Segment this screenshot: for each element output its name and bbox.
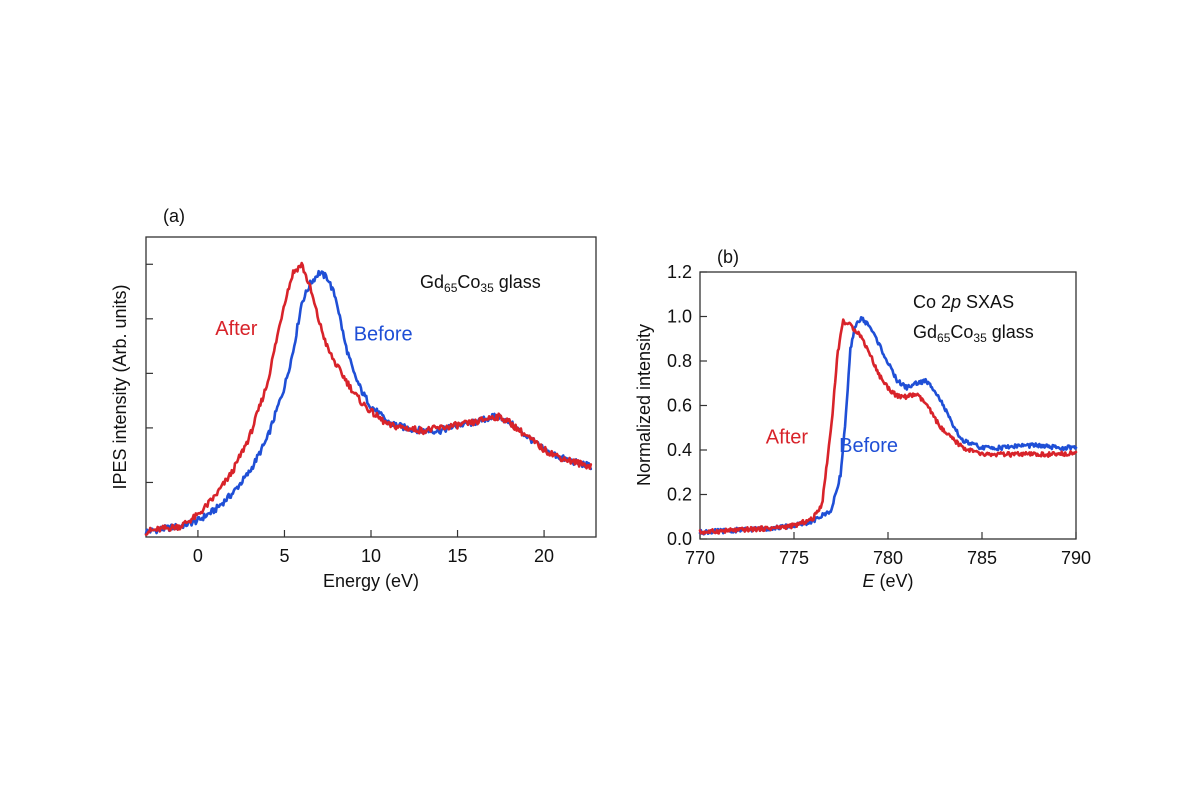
x-tick-label: 770 — [685, 548, 715, 568]
x-tick-label: 15 — [448, 546, 468, 566]
plot-frame-b — [699, 271, 1077, 540]
series-label-after-b: After — [766, 426, 809, 448]
measurement-annotation-b: Co 2p SXAS — [913, 292, 1014, 312]
series-line-before — [698, 315, 1078, 536]
y-tick-label: 0.2 — [667, 485, 692, 505]
x-tick-label: 5 — [279, 546, 289, 566]
y-axis-title-a: IPES intensity (Arb. units) — [110, 284, 130, 489]
series-label-after-a: After — [215, 318, 258, 340]
panel-label-b: (b) — [717, 247, 739, 267]
series-label-before-a: Before — [354, 324, 413, 346]
x-tick-label: 20 — [534, 546, 554, 566]
axis-ticks-b: 770 775 780 785 790 0.0 0.2 0.4 0.6 0.8 1.0 1.2 — [667, 262, 1091, 568]
sample-annotation-a: Gd65Co35 glass — [420, 272, 541, 295]
x-tick-label: 10 — [361, 546, 381, 566]
x-tick-label: 780 — [873, 548, 903, 568]
y-tick-label: 1.2 — [667, 262, 692, 282]
x-axis-title-a: Energy (eV) — [323, 571, 419, 591]
y-tick-label: 0.6 — [667, 396, 692, 416]
y-tick-label: 1.0 — [667, 307, 692, 327]
axis-ticks-a: 0 5 10 15 20 — [146, 263, 554, 566]
y-axis-title-b: Normalized intensity — [634, 324, 654, 486]
panel-a-ipes: (a) 0 5 10 15 20 After Before Gd65Co35 glass… — [110, 206, 597, 591]
curves-b — [698, 315, 1078, 536]
series-label-before-b: Before — [839, 435, 898, 457]
sample-annotation-b: Gd65Co35 glass — [913, 322, 1034, 345]
panel-b-sxas: (b) 770 775 780 785 790 0.0 0.2 0.4 0.6 0.8 1.0 1.2… — [634, 247, 1091, 591]
series-line-after — [144, 261, 593, 536]
curves-a — [144, 261, 593, 536]
series-line-after — [698, 318, 1078, 536]
x-tick-label: 790 — [1061, 548, 1091, 568]
x-axis-title-b: E (eV) — [862, 571, 913, 591]
y-tick-label: 0.8 — [667, 351, 692, 371]
x-tick-label: 0 — [193, 546, 203, 566]
y-tick-label: 0.0 — [667, 529, 692, 549]
panel-label-a: (a) — [163, 206, 185, 226]
y-tick-label: 0.4 — [667, 440, 692, 460]
series-line-before — [144, 269, 593, 535]
x-tick-label: 775 — [779, 548, 809, 568]
x-tick-label: 785 — [967, 548, 997, 568]
